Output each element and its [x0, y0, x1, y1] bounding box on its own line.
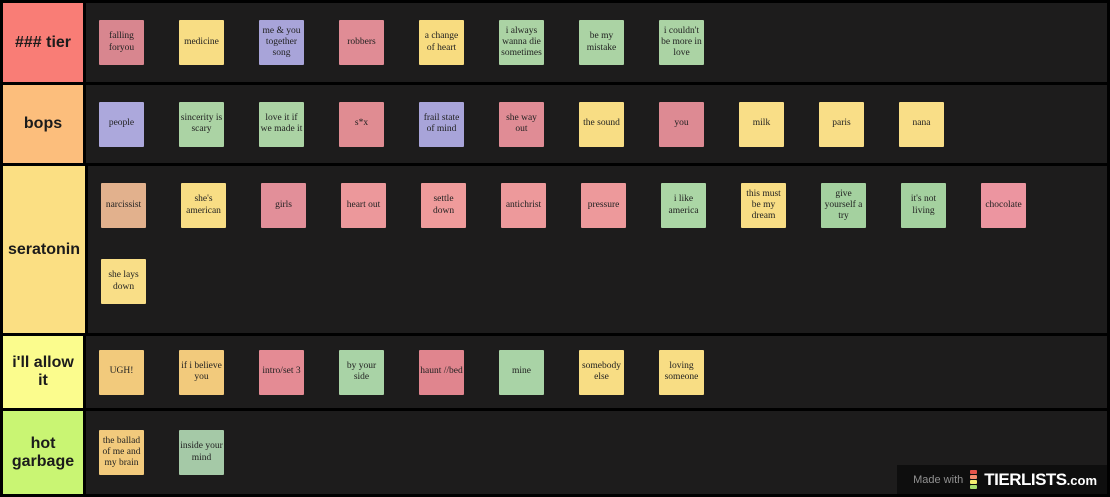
tier-item[interactable]: somebody else	[579, 349, 624, 395]
tier-item[interactable]: this must be my dream	[741, 183, 787, 228]
tier-item[interactable]: paris	[819, 101, 864, 147]
tier-label: bops	[3, 85, 83, 163]
tier-item[interactable]: inside your mind	[179, 430, 224, 475]
tier-item[interactable]: heart out	[341, 183, 387, 228]
tier-item[interactable]: nana	[899, 101, 944, 147]
tier-item[interactable]: antichrist	[501, 183, 547, 228]
logo-bar	[970, 475, 978, 479]
tier-item[interactable]: mine	[499, 349, 544, 395]
tier-row-2: bops people sincerity is scary love it if …	[3, 85, 1107, 163]
tier-item[interactable]: me & you together song	[259, 20, 304, 65]
tier-label: seratonin	[3, 166, 86, 333]
tier-item[interactable]: falling foryou	[99, 20, 144, 65]
tier-item[interactable]: narcissist	[101, 183, 147, 228]
tier-item[interactable]: a change of heart	[419, 20, 464, 65]
brand-suffix: .com	[1066, 472, 1097, 488]
tier-item[interactable]: she way out	[499, 101, 544, 147]
brand-name: TIERLISTS	[984, 469, 1067, 489]
tier-label: ### tier	[3, 3, 83, 82]
tier-item[interactable]: i couldn't be more in love	[659, 20, 704, 65]
brand-text: TIERLISTS.com	[984, 470, 1097, 490]
tier-items-container: narcissist she's american girls heart out se…	[88, 166, 1107, 333]
tier-item[interactable]: by your side	[339, 349, 384, 395]
tier-item[interactable]: the ballad of me and my brain	[99, 430, 144, 475]
tier-item[interactable]: milk	[739, 101, 784, 147]
tier-item[interactable]: loving someone	[659, 349, 704, 395]
tier-item[interactable]: robbers	[339, 20, 384, 65]
tier-item[interactable]: if i believe you	[179, 349, 224, 395]
tier-item[interactable]: you	[659, 101, 704, 147]
tier-items-container: falling foryou medicine me & you together …	[86, 3, 1107, 82]
tier-item[interactable]: she's american	[181, 183, 227, 228]
tier-item[interactable]: s*x	[339, 101, 384, 147]
tier-item[interactable]: chocolate	[981, 183, 1027, 228]
logo-bar	[970, 485, 978, 489]
made-with-text: Made with	[913, 473, 964, 486]
tier-item[interactable]: haunt //bed	[419, 349, 464, 395]
tier-item[interactable]: love it if we made it	[259, 101, 304, 147]
tier-item[interactable]: frail state of mind	[419, 101, 464, 147]
tier-item[interactable]: it's not living	[901, 183, 947, 228]
tier-items-container: UGH! if i believe you intro/set 3 by your s…	[86, 336, 1107, 408]
tier-row-4: i'll allow it UGH! if i believe you intro/…	[3, 336, 1107, 408]
tierlists-logo-icon	[970, 470, 978, 489]
tier-item[interactable]: pressure	[581, 183, 627, 228]
tier-row-3: seratonin narcissist she's american girls h…	[3, 166, 1107, 333]
tier-item[interactable]: sincerity is scary	[179, 101, 224, 147]
tier-label: i'll allow it	[3, 336, 83, 408]
tier-row-1: ### tier falling foryou medicine me & you …	[3, 3, 1107, 82]
tier-item[interactable]: medicine	[179, 20, 224, 65]
tier-item[interactable]: UGH!	[99, 349, 144, 395]
tier-item[interactable]: i always wanna die sometimes	[499, 20, 544, 65]
tier-label: hot garbage	[3, 411, 83, 494]
tier-item[interactable]: intro/set 3	[259, 349, 304, 395]
tier-item[interactable]: settle down	[421, 183, 467, 228]
tier-item[interactable]: i like america	[661, 183, 707, 228]
logo-bar	[970, 470, 978, 474]
tier-item[interactable]: she lays down	[101, 259, 147, 304]
tier-item[interactable]: give yourself a try	[821, 183, 867, 228]
tierlists-watermark-link[interactable]: Made with TIERLISTS.com	[897, 465, 1107, 494]
logo-bar	[970, 480, 978, 484]
tier-items-container: people sincerity is scary love it if we ma…	[86, 85, 1107, 163]
tier-item[interactable]: be my mistake	[579, 20, 624, 65]
tier-item[interactable]: people	[99, 101, 144, 147]
tier-item[interactable]: girls	[261, 183, 307, 228]
tier-item[interactable]: the sound	[579, 101, 624, 147]
